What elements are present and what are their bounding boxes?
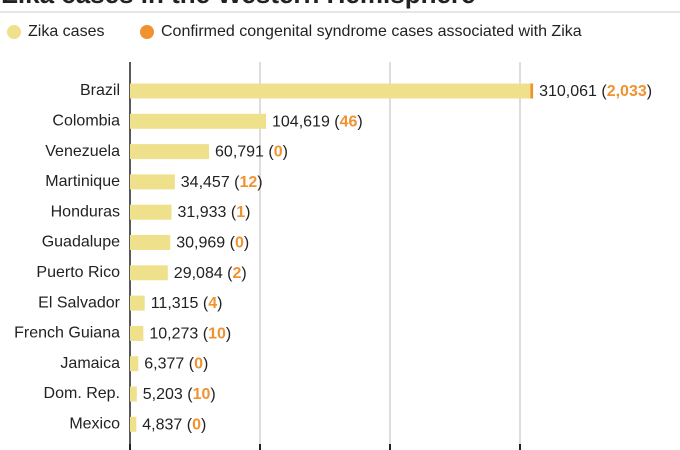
value-label-cases: 104,619 <box>272 114 330 131</box>
paren: ) <box>226 326 231 343</box>
value-label-syndrome: 46 <box>340 114 358 131</box>
bar <box>130 174 175 190</box>
value-label: 34,457 (12) <box>181 174 263 191</box>
paren: ( <box>198 326 208 343</box>
bar <box>130 83 534 99</box>
value-label: 4,837 (0) <box>142 417 206 434</box>
value-label-cases: 10,273 <box>149 326 198 343</box>
y-tick-label: Jamaica <box>60 355 120 372</box>
value-label-cases: 29,084 <box>174 265 223 282</box>
bar <box>130 356 139 372</box>
paren: ) <box>357 114 362 131</box>
value-label-syndrome: 2,033 <box>607 83 647 100</box>
paren: ( <box>184 356 194 373</box>
value-label-syndrome: 0 <box>192 417 201 434</box>
value-label: 11,315 (4) <box>151 295 223 312</box>
value-label-syndrome: 0 <box>194 356 203 373</box>
value-label: 104,619 (46) <box>272 114 363 131</box>
value-label-cases: 60,791 <box>215 144 264 161</box>
paren: ) <box>283 144 288 161</box>
y-tick-label: Dom. Rep. <box>44 385 120 402</box>
value-label-cases: 4,837 <box>142 417 182 434</box>
value-label: 30,969 (0) <box>176 235 249 252</box>
paren: ) <box>257 174 262 191</box>
paren: ) <box>647 83 652 100</box>
paren: ) <box>203 356 208 373</box>
value-label-syndrome: 10 <box>208 326 226 343</box>
paren: ( <box>230 174 240 191</box>
paren: ( <box>182 417 192 434</box>
paren: ( <box>264 144 274 161</box>
y-tick-label: Colombia <box>52 113 120 130</box>
bar <box>130 235 171 250</box>
paren: ) <box>245 204 250 221</box>
value-label-cases: 6,377 <box>144 356 184 373</box>
value-label-syndrome: 2 <box>233 265 242 282</box>
value-label: 5,203 (10) <box>143 386 216 403</box>
paren: ( <box>183 386 193 403</box>
y-tick-label: French Guiana <box>14 325 120 342</box>
paren: ) <box>241 265 246 282</box>
y-tick-label: Brazil <box>80 82 120 99</box>
bar <box>130 386 137 402</box>
y-tick-label: Martinique <box>45 173 120 190</box>
value-label-cases: 34,457 <box>181 174 230 191</box>
bar <box>530 83 534 99</box>
paren: ( <box>226 204 236 221</box>
value-label-cases: 30,969 <box>176 235 225 252</box>
value-label-syndrome: 0 <box>235 235 244 252</box>
legend-label: Confirmed congenital syndrome cases asso… <box>161 23 582 40</box>
paren: ( <box>198 295 208 312</box>
y-tick-label: Mexico <box>69 416 120 433</box>
y-tick-label: Honduras <box>51 203 120 220</box>
value-label-syndrome: 1 <box>236 204 245 221</box>
value-label: 10,273 (10) <box>149 326 231 343</box>
legend-swatch <box>7 25 21 39</box>
bar <box>130 265 168 281</box>
value-label-cases: 310,061 <box>539 83 597 100</box>
value-label: 29,084 (2) <box>174 265 247 282</box>
paren: ) <box>201 417 206 434</box>
paren: ) <box>217 295 222 312</box>
value-label-cases: 31,933 <box>178 204 227 221</box>
y-tick-label: Venezuela <box>45 143 120 160</box>
value-label-cases: 11,315 <box>151 295 199 312</box>
value-label: 31,933 (1) <box>178 204 251 221</box>
value-label: 310,061 (2,033) <box>539 83 652 100</box>
paren: ( <box>597 83 607 100</box>
paren: ( <box>225 235 235 252</box>
value-label: 60,791 (0) <box>215 144 288 161</box>
value-label-syndrome: 0 <box>274 144 283 161</box>
y-tick-label: Puerto Rico <box>36 264 120 281</box>
bar <box>130 325 144 341</box>
value-label-syndrome: 4 <box>208 295 217 312</box>
y-tick-label: Guadalupe <box>42 234 120 251</box>
bar <box>130 144 210 160</box>
y-tick-label: El Salvador <box>38 294 120 311</box>
legend-label: Zika cases <box>28 23 104 40</box>
paren: ( <box>330 114 340 131</box>
paren: ( <box>223 265 233 282</box>
chart-title: Zika cases in the Western Hemisphere <box>2 0 476 9</box>
paren: ) <box>244 235 249 252</box>
value-label: 6,377 (0) <box>144 356 208 373</box>
bar <box>130 295 145 311</box>
legend-swatch <box>140 25 154 39</box>
paren: ) <box>210 386 215 403</box>
value-label-cases: 5,203 <box>143 386 183 403</box>
bar <box>130 204 172 220</box>
value-label-syndrome: 10 <box>193 386 211 403</box>
bar <box>130 113 267 129</box>
bar <box>130 416 137 432</box>
value-label-syndrome: 12 <box>240 174 258 191</box>
